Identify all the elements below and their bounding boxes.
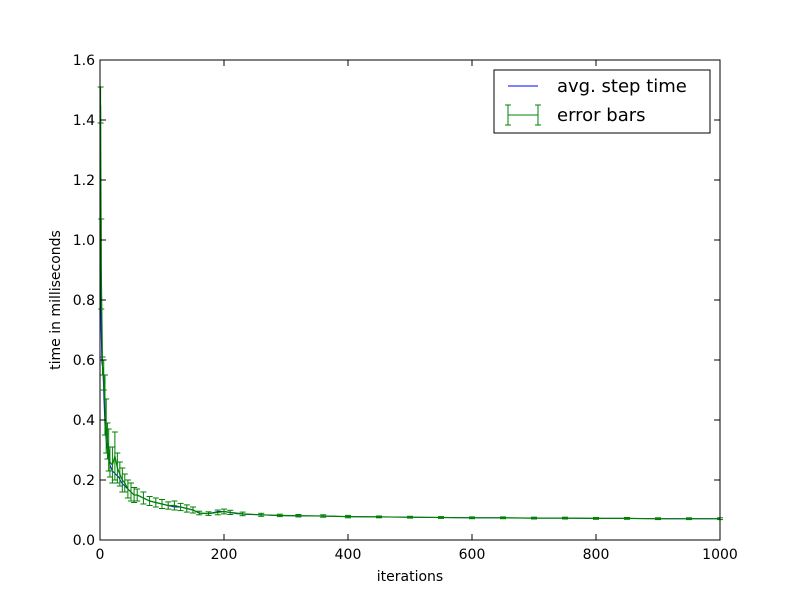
y-tick-label: 0.8 — [73, 293, 95, 309]
x-tick-label: 600 — [459, 547, 486, 563]
y-tick-label: 1.6 — [73, 53, 95, 69]
plot-area — [97, 86, 723, 521]
x-axis-label: iterations — [377, 569, 443, 585]
x-tick-label: 800 — [583, 547, 610, 563]
y-tick-label: 1.4 — [73, 113, 95, 129]
y-tick-label: 1.2 — [73, 173, 95, 189]
legend: avg. step time error bars — [493, 69, 711, 134]
x-tick-label: 0 — [96, 547, 105, 563]
legend-box — [493, 69, 711, 134]
x-tick-label: 400 — [335, 547, 362, 563]
y-tick-label: 0.0 — [73, 533, 95, 549]
y-tick-label: 0.6 — [73, 353, 95, 369]
legend-label-errorbar: error bars — [557, 105, 646, 126]
legend-label-line: avg. step time — [557, 76, 687, 97]
series-line-avg-step-time — [99, 104, 720, 520]
x-tick-label: 1000 — [702, 547, 738, 563]
x-tick-label: 200 — [211, 547, 238, 563]
axis-ticks: 0 200 400 600 800 1000 0.0 0.2 0.4 0.6 0.8 1.0 1.2 1.… — [73, 53, 738, 563]
y-tick-label: 0.4 — [73, 413, 95, 429]
y-tick-label: 1.0 — [73, 233, 95, 249]
y-axis-label: time in milliseconds — [48, 230, 64, 370]
legend-errorbar-swatch — [505, 104, 541, 126]
series-line-error-bars — [100, 104, 720, 520]
y-tick-label: 0.2 — [73, 473, 95, 489]
